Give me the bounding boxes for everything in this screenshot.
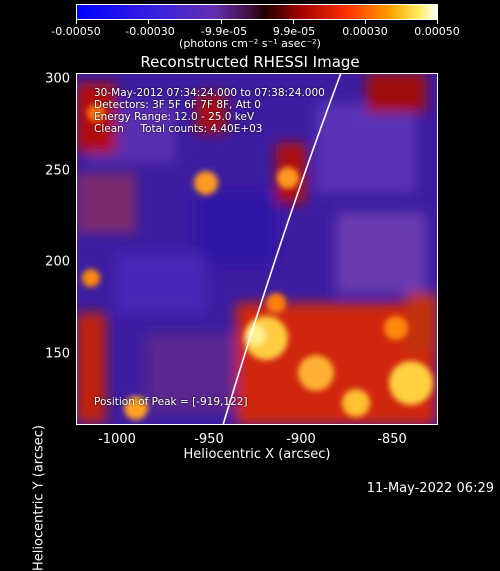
colorbar-tick-label: 0.00030 — [342, 25, 388, 38]
x-tick-label: -850 — [377, 432, 407, 447]
y-tick-label: 200 — [45, 254, 70, 270]
solar-limb — [222, 73, 342, 425]
y-tick-label: 250 — [45, 163, 70, 179]
colorbar-tick-label: -0.00030 — [125, 25, 175, 38]
y-tick-label: 150 — [45, 346, 70, 362]
y-tick-label: 300 — [45, 71, 70, 87]
image-title: Reconstructed RHESSI Image — [140, 53, 360, 71]
colorbar-tick-label: -9.9e-05 — [200, 25, 248, 38]
rhessi-image — [76, 73, 438, 425]
x-axis-label: Heliocentric X (arcsec) — [183, 447, 331, 462]
colorbar-tick-label: 0.00050 — [414, 25, 460, 38]
colorbar — [76, 4, 438, 20]
y-axis-label: Heliocentric Y (arcsec) — [31, 425, 47, 571]
colorbar-units: (photons cm⁻² s⁻¹ asec⁻²) — [179, 37, 321, 50]
time-range-label: 30-May-2012 07:34:24.000 to 07:38:24.000 — [94, 87, 325, 99]
footer-timestamp: 11-May-2022 06:29 — [366, 481, 494, 496]
peak-position-label: Position of Peak = [-919,122] — [94, 396, 248, 408]
x-tick-label: -1000 — [98, 432, 136, 447]
energy-range-label: Energy Range: 12.0 - 25.0 keV — [94, 111, 255, 123]
x-tick-label: -950 — [194, 432, 224, 447]
x-tick-label: -900 — [286, 432, 316, 447]
algorithm-label: Clean Total counts: 4.40E+03 — [94, 123, 263, 135]
colorbar-tick-label: 9.9e-05 — [272, 25, 316, 38]
colorbar-tick-label: -0.00050 — [51, 25, 101, 38]
detectors-label: Detectors: 3F 5F 6F 7F 8F, Att 0 — [94, 99, 261, 111]
